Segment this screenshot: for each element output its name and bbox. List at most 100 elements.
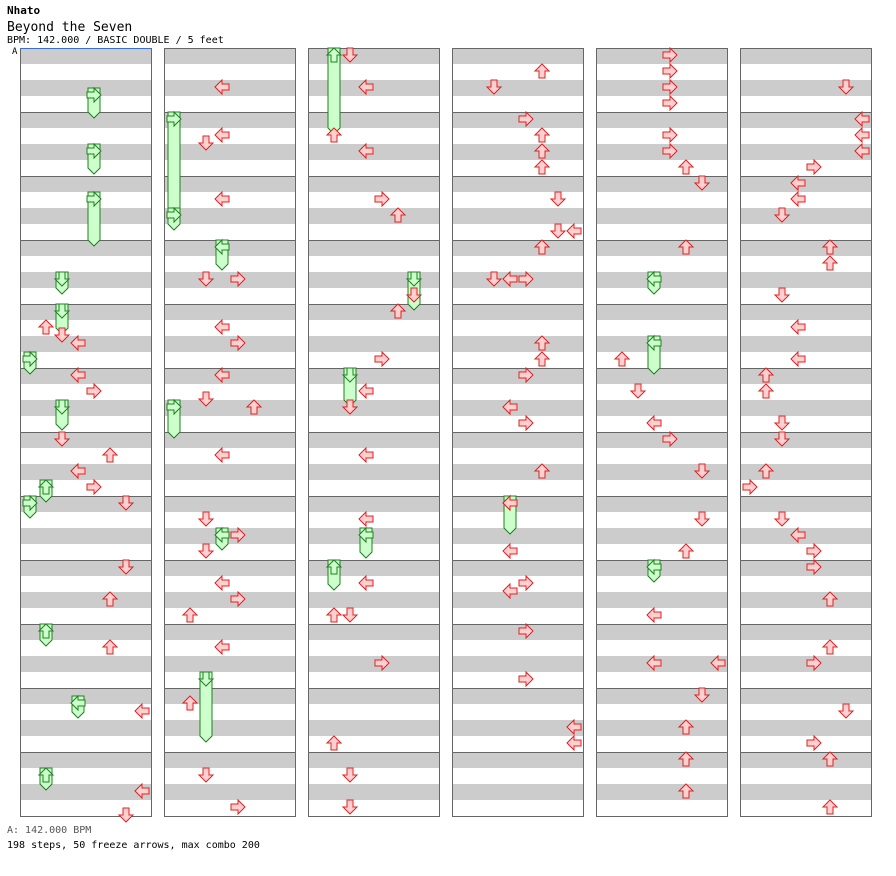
tap-arrow-icon [341, 607, 359, 623]
beat-stripe [452, 48, 584, 64]
beat-stripe [308, 528, 440, 544]
beat-stripe [452, 208, 584, 224]
tap-arrow-icon [677, 239, 695, 255]
beat-stripe [452, 480, 584, 496]
beat-stripe [452, 272, 584, 288]
beat-stripe [596, 336, 728, 352]
beat-stripe [308, 624, 440, 640]
beat-stripe [20, 448, 152, 464]
beat-stripe [740, 208, 872, 224]
beat-stripe [596, 560, 728, 576]
beat-stripe [20, 400, 152, 416]
beat-stripe [740, 48, 872, 64]
tap-arrow-icon [389, 207, 407, 223]
freeze-arrow-head-icon [53, 303, 71, 319]
beat-stripe [164, 448, 296, 464]
beat-stripe [452, 496, 584, 512]
tap-arrow-icon [662, 142, 678, 160]
step-stats: 198 steps, 50 freeze arrows, max combo 2… [7, 840, 260, 851]
beat-stripe [308, 384, 440, 400]
beat-stripe [20, 672, 152, 688]
beat-stripe [596, 784, 728, 800]
tap-arrow-icon [790, 350, 806, 368]
tap-arrow-icon [773, 207, 791, 223]
tap-arrow-icon [214, 318, 230, 336]
tap-arrow-icon [374, 190, 390, 208]
beat-stripe [596, 608, 728, 624]
tap-arrow-icon [502, 270, 518, 288]
beat-stripe [452, 96, 584, 112]
beat-stripe [596, 112, 728, 128]
beat-stripe [740, 720, 872, 736]
tap-arrow-icon [214, 638, 230, 656]
tap-arrow-icon [773, 415, 791, 431]
beat-stripe [596, 640, 728, 656]
beat-stripe [740, 272, 872, 288]
beat-stripe [308, 416, 440, 432]
beat-stripe [164, 544, 296, 560]
beat-stripe [20, 704, 152, 720]
freeze-arrow-head-icon [22, 494, 38, 512]
beat-stripe [596, 176, 728, 192]
beat-stripe [20, 608, 152, 624]
beat-stripe [596, 720, 728, 736]
beat-stripe [164, 592, 296, 608]
beat-stripe [20, 512, 152, 528]
beat-stripe [740, 192, 872, 208]
tap-arrow-icon [518, 366, 534, 384]
bpm-change-marker: A [12, 47, 18, 57]
beat-stripe [596, 656, 728, 672]
beat-stripe [452, 736, 584, 752]
beat-stripe [308, 544, 440, 560]
tap-arrow-icon [101, 591, 119, 607]
tap-arrow-icon [70, 462, 86, 480]
tap-arrow-icon [629, 383, 647, 399]
tap-arrow-icon [37, 319, 55, 335]
tap-arrow-icon [806, 734, 822, 752]
beat-stripe [20, 96, 152, 112]
beat-stripe [740, 800, 872, 816]
tap-arrow-icon [117, 807, 135, 823]
beat-stripe [740, 256, 872, 272]
tap-arrow-icon [518, 622, 534, 640]
beat-stripe [596, 256, 728, 272]
tap-arrow-icon [821, 799, 839, 815]
beat-stripe [164, 464, 296, 480]
tap-arrow-icon [821, 639, 839, 655]
beat-stripe [308, 672, 440, 688]
beat-stripe [20, 224, 152, 240]
beat-stripe [740, 592, 872, 608]
beat-stripe [308, 64, 440, 80]
beat-stripe [308, 704, 440, 720]
tap-arrow-icon [677, 543, 695, 559]
beat-stripe [164, 368, 296, 384]
beat-stripe [20, 192, 152, 208]
song-title: Beyond the Seven [7, 20, 133, 35]
beat-stripe [740, 768, 872, 784]
beat-stripe [164, 128, 296, 144]
beat-stripe [308, 432, 440, 448]
tap-arrow-icon [806, 654, 822, 672]
beat-stripe [596, 576, 728, 592]
beat-stripe [20, 160, 152, 176]
measure-borders [20, 48, 872, 817]
beat-stripe [20, 80, 152, 96]
beat-stripe [452, 656, 584, 672]
beat-stripe [164, 720, 296, 736]
beat-stripe [740, 752, 872, 768]
beat-stripe [596, 208, 728, 224]
tap-arrow-icon [518, 574, 534, 592]
tap-arrow-icon [502, 582, 518, 600]
tap-arrow-icon [806, 558, 822, 576]
beat-stripe [596, 240, 728, 256]
beat-stripe [308, 128, 440, 144]
beat-stripe [308, 576, 440, 592]
beat-stripe [596, 352, 728, 368]
beat-stripe [452, 160, 584, 176]
beat-stripe [740, 288, 872, 304]
beat-stripe [596, 464, 728, 480]
tap-arrow-icon [325, 735, 343, 751]
tap-arrow-icon [502, 542, 518, 560]
beat-stripe [452, 768, 584, 784]
